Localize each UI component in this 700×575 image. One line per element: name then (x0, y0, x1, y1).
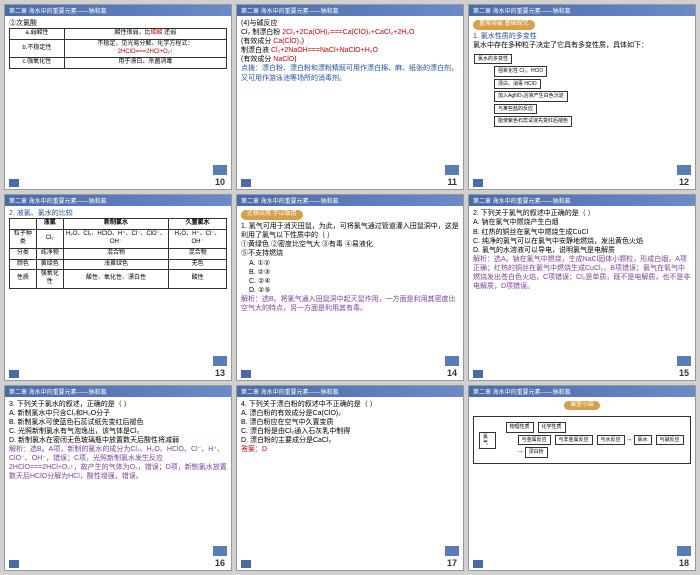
slide-header: 第二章 海水中的重要元素——钠和氯 (469, 195, 695, 206)
slide-content: 4. 下列关于漂白粉的叙述中不正确的是（ ） A. 漂白粉的有效成分是Ca(Cl… (241, 400, 459, 455)
slide-number: 14 (447, 368, 457, 378)
slide-header: 第二章 海水中的重要元素——钠和氯 (237, 5, 463, 16)
slide-number: 10 (215, 177, 225, 187)
slide-title: 1. 氯水性质的多变性 (473, 32, 691, 41)
choice-c: C. ②④ (249, 277, 459, 286)
slide-title: ②次氯酸 (9, 19, 227, 28)
corner-icon (213, 546, 227, 556)
corner-icon (213, 356, 227, 366)
slide-header: 第二章 海水中的重要元素——钠和氯 (469, 386, 695, 397)
footer-icon (9, 370, 19, 378)
slide-title: 2. 液氯、氯水的比较 (9, 209, 227, 218)
choice-a: A. ①② (249, 259, 459, 268)
question-text: 4. 下列关于漂白粉的叙述中不正确的是（ ） (241, 400, 459, 409)
slide-content: (4)与碱反应 Cl₂ 制漂白粉 2Cl₂+2Ca(OH)₂===Ca(ClO)… (241, 19, 459, 83)
explain: 解析：选B。将氯气通入田鼠洞中起灭鼠作用，一方面是利用其密度比空气大的特点，另一… (241, 295, 459, 313)
opt-c: C. 光照新制氯水有气泡逸出，该气体是Cl₂ (9, 427, 227, 436)
compare-table: 液氯 新制氯水 久置氯水 粒子种类Cl₂H₂O、Cl₂、HClO、H⁺、Cl⁻、… (9, 218, 227, 289)
opt-b: B. 新制氯水可使蓝色石蕊试纸先变红后褪色 (9, 418, 227, 427)
slide-18: 第二章 海水中的重要元素——钠和氯 课堂小结 氯气 物理性质 化学性质 与金属反… (468, 385, 696, 571)
question-opts: ①黄绿色 ②密度比空气大 ③有毒 ④易液化 (241, 240, 459, 249)
slide-title: (4)与碱反应 (241, 19, 459, 28)
reaction-1-note: (有效成分 Ca(ClO)₂) (241, 37, 459, 46)
footer-icon (473, 370, 483, 378)
question-text: 1. 氯气可用于消灭田鼠，为此，可将氯气通过管道灌入田鼠洞中，这是利用了氯气以下… (241, 222, 459, 240)
opt-a: A. 新制氯水中只含Cl₂和H₂O分子 (9, 409, 227, 418)
corner-icon (445, 546, 459, 556)
slide-header: 第二章 海水中的重要元素——钠和氯 (5, 386, 231, 397)
reaction-2: 制漂白液 Cl₂+2NaOH===NaCl+NaClO+H₂O (241, 46, 459, 55)
summary-diagram: 氯气 物理性质 化学性质 与金属反应 与非金属反应 与水反应→氯水 与碱反应→漂… (473, 416, 691, 464)
slide-17: 第二章 海水中的重要元素——钠和氯 4. 下列关于漂白粉的叙述中不正确的是（ ）… (236, 385, 464, 571)
opt-d: D. 新制氯水在密闭无色玻璃瓶中放置数天后酸性将减弱 (9, 436, 227, 445)
slide-13: 第二章 海水中的重要元素——钠和氯 2. 液氯、氯水的比较 液氯 新制氯水 久置… (4, 194, 232, 380)
explain: 解析：选A。钠在氯气中燃烧，生成NaCl固体小颗粒，形成白烟，A项正确；红热的铜… (473, 255, 691, 291)
footer-icon (241, 179, 251, 187)
corner-icon (677, 356, 691, 366)
subtitle: 氯水中存在多种粒子决定了它具有多变性质，具体如下： (473, 41, 691, 50)
diagram-node-root: 氯水的多变性 (474, 54, 512, 65)
note-text: 点拨：漂白粉、漂白粉和漂粉精既可用作漂白棉、麻、纸张的漂白剂，又可用作游泳池等场… (241, 64, 459, 82)
explain: 解析：选B。A项，新制的氯水的成分为Cl₂、H₂O、HClO、Cl⁻、H⁺、Cl… (9, 445, 227, 481)
question-opts: ⑤不支持燃烧 (241, 249, 459, 258)
slide-header: 第二章 海水中的重要元素——钠和氯 (5, 5, 231, 16)
opt-d: D. 漂白粉的主要成分是CaCl₂ (241, 436, 459, 445)
answer: 答案：D (241, 445, 459, 454)
slide-content: 重难突破 基础探究 1. 氯水性质的多变性 氯水中存在多种粒子决定了它具有多变性… (473, 19, 691, 128)
footer-icon (9, 179, 19, 187)
opt-a: A. 漂白粉的有效成分是Ca(ClO)₂ (241, 409, 459, 418)
footer-icon (473, 560, 483, 568)
slide-content: 2. 下列关于氯气的叙述中正确的是（ ） A. 钠在氯气中燃烧产生白烟 B. 红… (473, 209, 691, 291)
reaction-2-note: (有效成分 NaClO) (241, 55, 459, 64)
opt-b: B. 漂白粉应在空气中久置变质 (241, 418, 459, 427)
opt-c: C. 漂白粉是由Cl₂通入石灰乳中制得 (241, 427, 459, 436)
slide-number: 15 (679, 368, 689, 378)
corner-icon (445, 165, 459, 175)
choice-b: B. ②③ (249, 268, 459, 277)
hclo-table: a.弱酸性酸性很弱，比碳酸 还弱 b.不稳定性不稳定，见光易分解。化学方程式：2… (9, 28, 227, 69)
opt-a: A. 钠在氯气中燃烧产生白烟 (473, 218, 691, 227)
slide-number: 16 (215, 558, 225, 568)
slide-content: 2. 液氯、氯水的比较 液氯 新制氯水 久置氯水 粒子种类Cl₂H₂O、Cl₂、… (9, 209, 227, 289)
corner-icon (213, 165, 227, 175)
slide-number: 17 (447, 558, 457, 568)
slide-content: ②次氯酸 a.弱酸性酸性很弱，比碳酸 还弱 b.不稳定性不稳定，见光易分解。化学… (9, 19, 227, 69)
slide-11: 第二章 海水中的重要元素——钠和氯 (4)与碱反应 Cl₂ 制漂白粉 2Cl₂+… (236, 4, 464, 190)
slide-14: 第二章 海水中的重要元素——钠和氯 迁移应用 学以致用 1. 氯气可用于消灭田鼠… (236, 194, 464, 380)
opt-d: D. 氯气的水溶液可以导电，说明氯气是电解质 (473, 246, 691, 255)
slide-number: 18 (679, 558, 689, 568)
opt-b: B. 红热的铜丝在氯气中燃烧生成CuCl (473, 228, 691, 237)
slide-number: 12 (679, 177, 689, 187)
footer-icon (241, 370, 251, 378)
slide-content: 课堂小结 氯气 物理性质 化学性质 与金属反应 与非金属反应 与水反应→氯水 与… (473, 400, 691, 464)
footer-icon (9, 560, 19, 568)
badge: 迁移应用 学以致用 (241, 210, 303, 220)
choice-d: D. ②⑤ (249, 286, 459, 295)
corner-icon (445, 356, 459, 366)
slide-number: 11 (447, 177, 457, 187)
slide-15: 第二章 海水中的重要元素——钠和氯 2. 下列关于氯气的叙述中正确的是（ ） A… (468, 194, 696, 380)
opt-c: C. 纯净的氯气可以在氯气中安静地燃烧，发出黄色火焰 (473, 237, 691, 246)
badge: 课堂小结 (564, 401, 600, 411)
corner-icon (677, 546, 691, 556)
slide-16: 第二章 海水中的重要元素——钠和氯 3. 下列关于氯水的叙述，正确的是（ ） A… (4, 385, 232, 571)
slide-header: 第二章 海水中的重要元素——钠和氯 (469, 5, 695, 16)
reaction-1: Cl₂ 制漂白粉 2Cl₂+2Ca(OH)₂===Ca(ClO)₂+CaCl₂+… (241, 28, 459, 37)
diagram: 氯水的多变性 强氧化性 Cl₂、HClO 漂白、消毒 HClO 加入AgNO₃溶… (473, 53, 691, 128)
slide-content: 迁移应用 学以致用 1. 氯气可用于消灭田鼠，为此，可将氯气通过管道灌入田鼠洞中… (241, 209, 459, 313)
question-text: 3. 下列关于氯水的叙述，正确的是（ ） (9, 400, 227, 409)
slide-12: 第二章 海水中的重要元素——钠和氯 重难突破 基础探究 1. 氯水性质的多变性 … (468, 4, 696, 190)
footer-icon (473, 179, 483, 187)
slide-header: 第二章 海水中的重要元素——钠和氯 (237, 195, 463, 206)
slide-header: 第二章 海水中的重要元素——钠和氯 (5, 195, 231, 206)
badge: 重难突破 基础探究 (473, 20, 535, 30)
question-text: 2. 下列关于氯气的叙述中正确的是（ ） (473, 209, 691, 218)
slide-header: 第二章 海水中的重要元素——钠和氯 (237, 386, 463, 397)
corner-icon (677, 165, 691, 175)
slide-content: 3. 下列关于氯水的叙述，正确的是（ ） A. 新制氯水中只含Cl₂和H₂O分子… (9, 400, 227, 482)
footer-icon (241, 560, 251, 568)
slide-10: 第二章 海水中的重要元素——钠和氯 ②次氯酸 a.弱酸性酸性很弱，比碳酸 还弱 … (4, 4, 232, 190)
slide-number: 13 (215, 368, 225, 378)
